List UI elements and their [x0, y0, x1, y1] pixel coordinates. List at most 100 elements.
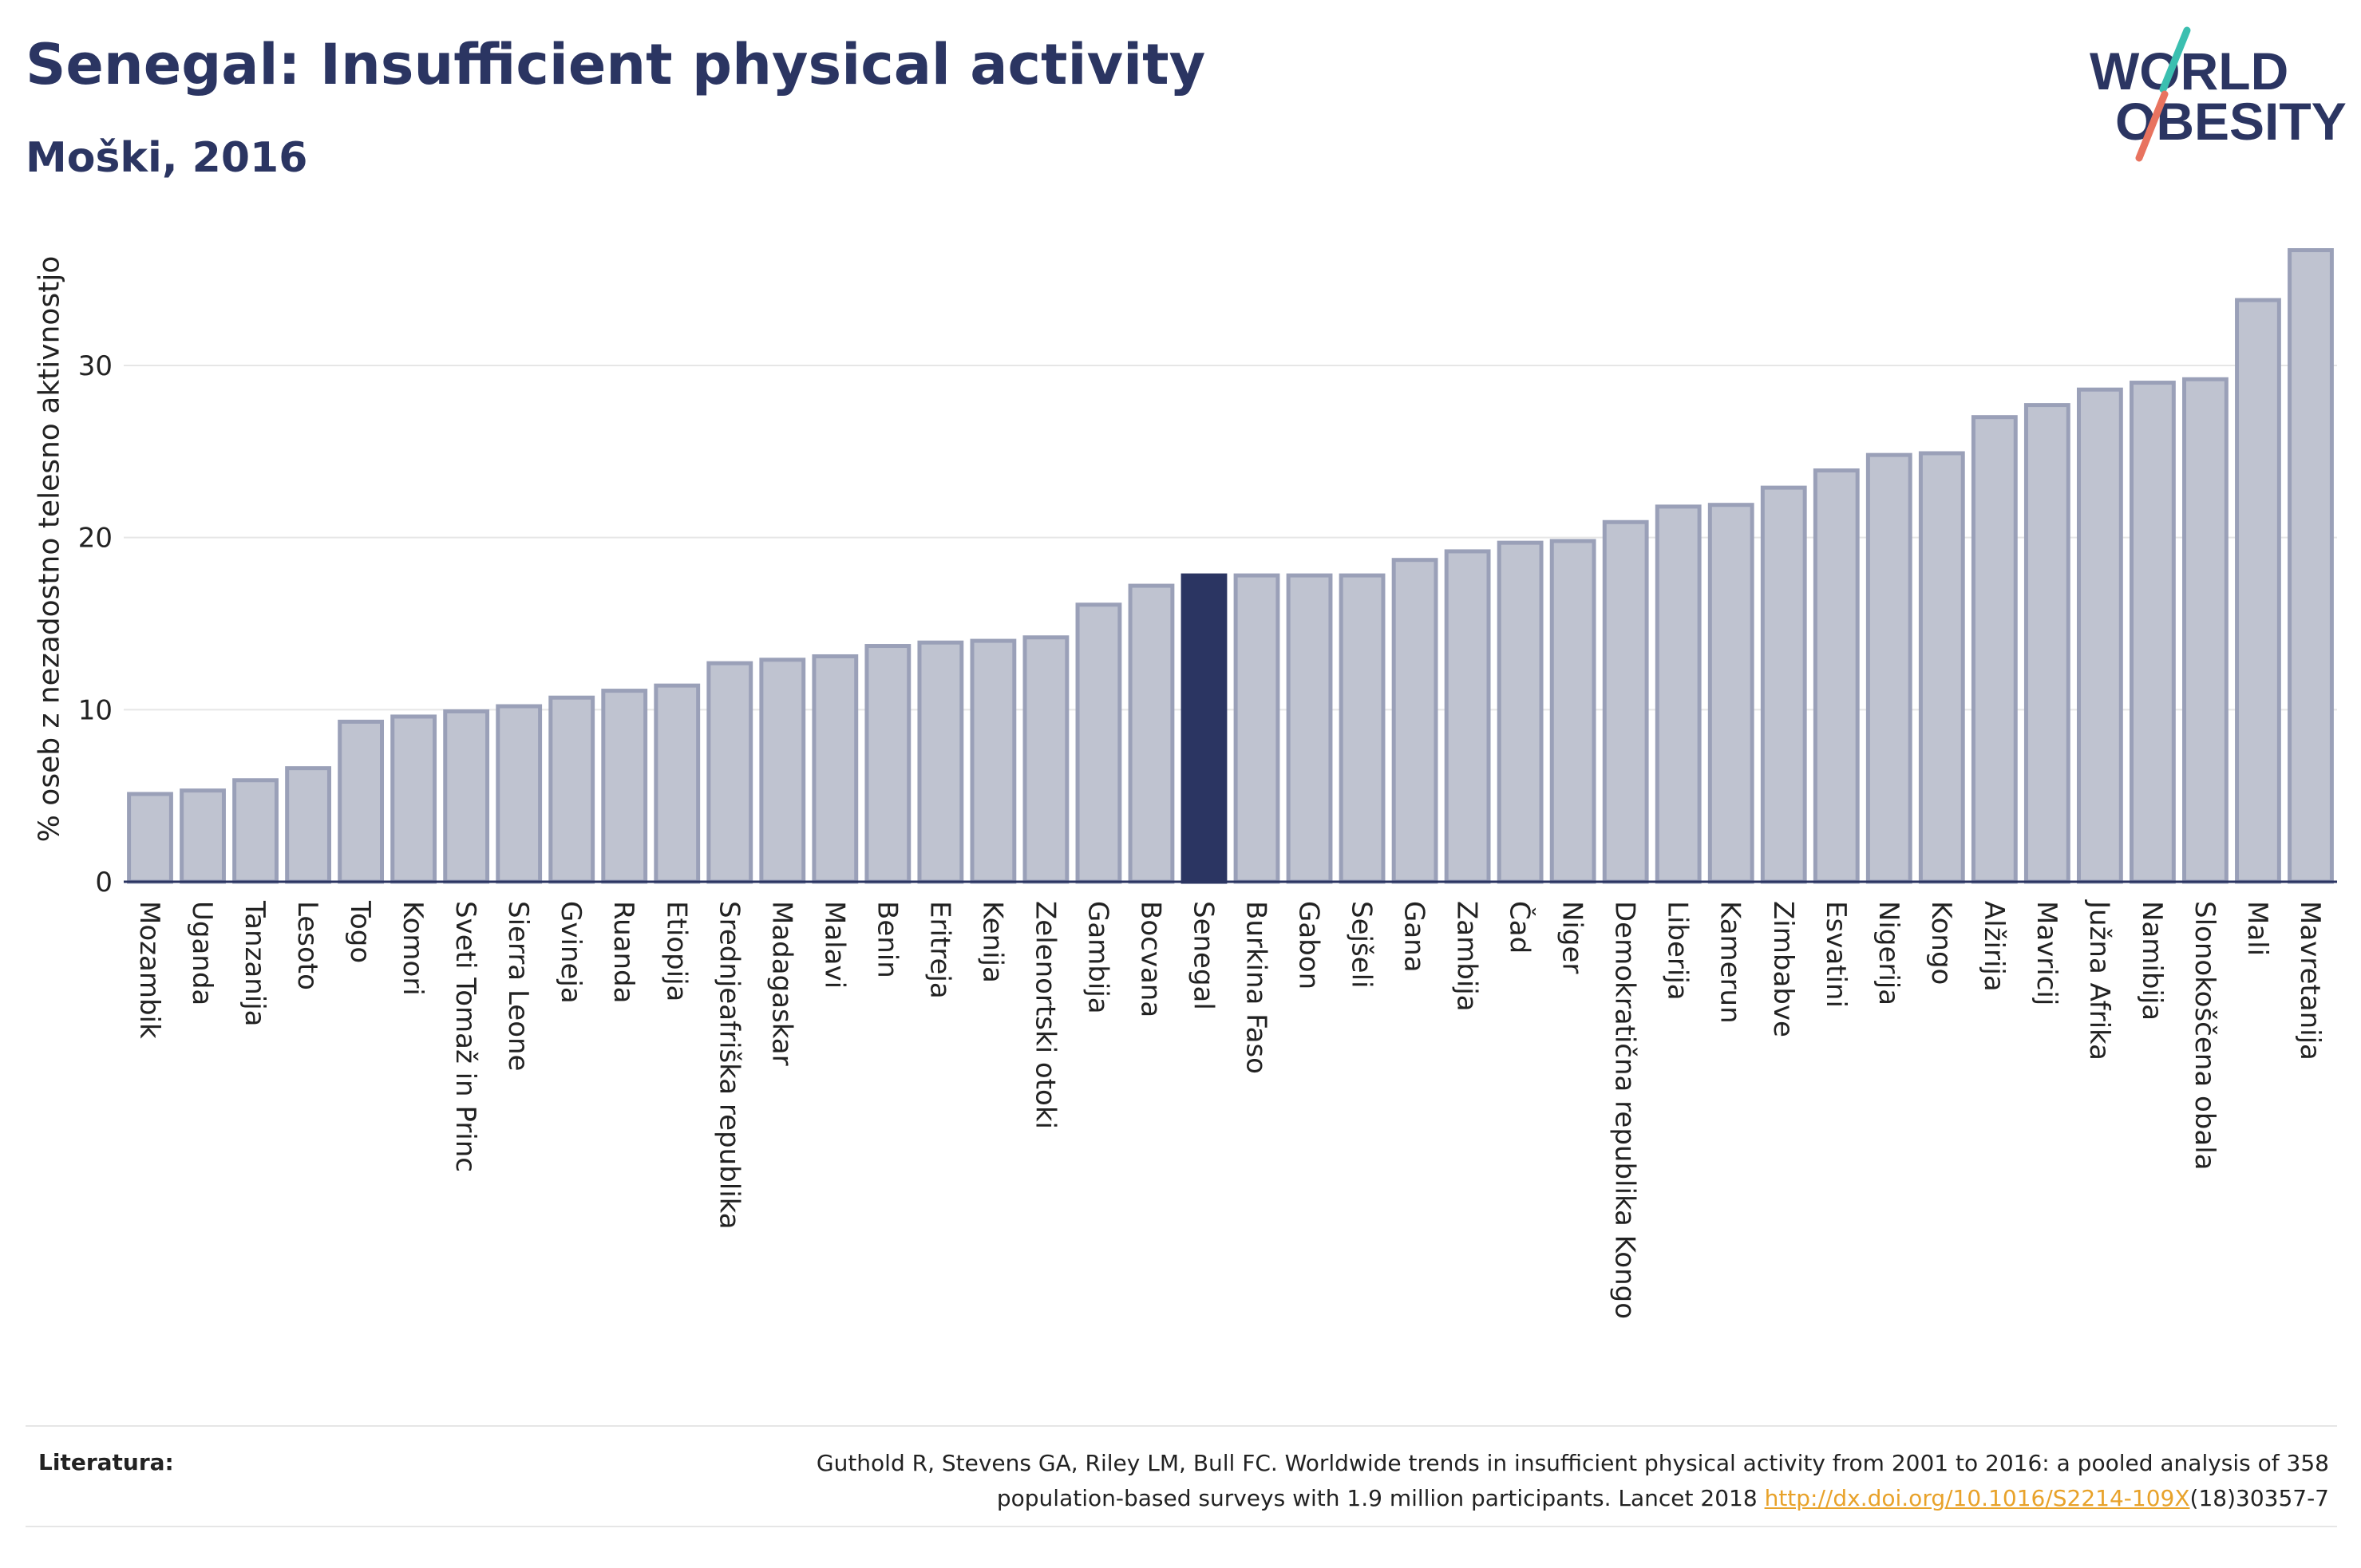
- x-tick-label: Niger: [1556, 901, 1588, 974]
- bar-malavi: [812, 654, 859, 884]
- x-tick-label: Demokratična republika Kongo: [1609, 901, 1641, 1319]
- x-tick-label: Kamerun: [1714, 901, 1746, 1024]
- bar-ruanda: [601, 689, 648, 884]
- footer-divider-bottom: [26, 1526, 2337, 1527]
- bar-kenija: [970, 638, 1017, 884]
- chart-title: Senegal: Insufficient physical activity: [26, 32, 1206, 97]
- bar-niger: [1549, 539, 1596, 884]
- y-tick-label: 0: [95, 867, 113, 899]
- bar-senegal: [1180, 573, 1228, 884]
- x-tick-label: Benin: [871, 901, 903, 978]
- x-tick-label: Slonokoščena obala: [2189, 901, 2221, 1170]
- bar-mavretanija: [2288, 248, 2334, 884]
- bar-mavricij: [2023, 403, 2070, 884]
- x-tick-label: Kongo: [1925, 901, 1957, 985]
- bar-gambija: [1075, 602, 1122, 884]
- x-tick-label: Namibija: [2136, 901, 2168, 1021]
- x-tick-label: Zelenortski otoki: [1029, 901, 1061, 1129]
- bar-gabon: [1286, 573, 1333, 884]
- bar-namibija: [2130, 381, 2176, 884]
- x-tick-label: Burkina Faso: [1240, 901, 1272, 1074]
- bar-chart: 0 10 20 30 Mozambik Uganda Tanzanija Lesoto Tog…: [78, 248, 2337, 1319]
- bar-togo: [338, 719, 385, 884]
- x-tick-label: Sveti Tomaž in Princ: [449, 901, 481, 1172]
- bar-lesoto: [285, 766, 331, 884]
- bar-zimbabve: [1760, 485, 1807, 884]
- y-axis-title: % oseb z nezadostno telesno aktivnostjo: [33, 255, 66, 843]
- x-tick-label: Srednjeafriška republika: [713, 901, 745, 1230]
- logo-text-world: WORLD: [2090, 41, 2288, 101]
- x-tick-label: Gvineja: [555, 901, 587, 1004]
- x-tick-label: Liberija: [1662, 901, 1694, 1001]
- x-tick-label: Malavi: [818, 901, 850, 989]
- bar-sveti-toma-in-princ: [443, 709, 490, 884]
- x-tick-label: Uganda: [186, 901, 218, 1005]
- x-tick-label: Južna Afrika: [2083, 899, 2115, 1060]
- x-tick-label: Esvatini: [1820, 901, 1852, 1008]
- reference-line-1: Guthold R, Stevens GA, Riley LM, Bull FC…: [816, 1450, 2329, 1476]
- reference-line-2: population-based surveys with 1.9 millio…: [996, 1485, 1765, 1511]
- x-tick-label: Togo: [344, 900, 376, 963]
- x-tick-label: Mavricij: [2031, 901, 2062, 1005]
- y-axis-ticks: 0 10 20 30: [78, 350, 113, 899]
- x-tick-label: Lesoto: [291, 901, 323, 990]
- bar-srednjeafri-ka-republika: [706, 661, 753, 884]
- x-tick-label: Sierra Leone: [502, 901, 534, 1071]
- bar-burkina-faso: [1233, 573, 1280, 884]
- bars: [127, 248, 2334, 884]
- bar-mali: [2235, 298, 2281, 884]
- x-tick-label: Tanzanija: [239, 900, 271, 1026]
- bar-slonoko-ena-obala: [2182, 377, 2229, 884]
- y-tick-label: 10: [78, 694, 113, 726]
- x-tick-label: Gambija: [1082, 901, 1113, 1014]
- bar-gana: [1391, 558, 1438, 884]
- bar-esvatini: [1813, 468, 1860, 884]
- x-tick-label: Komori: [397, 901, 429, 996]
- bar-nigerija: [1865, 452, 1912, 884]
- y-tick-label: 30: [78, 350, 113, 382]
- x-tick-label: Gabon: [1293, 901, 1325, 989]
- footer-divider-top: [26, 1425, 2337, 1427]
- x-tick-label: Ruanda: [607, 901, 639, 1003]
- bar-zambija: [1444, 549, 1491, 884]
- x-tick-label: Čad: [1504, 901, 1536, 954]
- bar-etiopija: [654, 683, 701, 884]
- bar-kongo: [1918, 451, 1965, 884]
- bar-zelenortski-otoki: [1022, 635, 1070, 884]
- chart-subtitle: Moški, 2016: [26, 134, 308, 182]
- gridlines: [124, 365, 2337, 711]
- x-tick-label: Zimbabve: [1767, 901, 1799, 1037]
- x-tick-label: Mavretanija: [2294, 901, 2326, 1060]
- bar-uganda: [180, 788, 226, 884]
- reference-doi-link[interactable]: http://dx.doi.org/10.1016/S2214-109X: [1764, 1485, 2190, 1511]
- logo-slash-teal: [2159, 26, 2191, 93]
- reference-line-2-end: (18)30357-7: [2189, 1485, 2329, 1511]
- y-tick-label: 20: [78, 523, 113, 555]
- reference-text: Guthold R, Stevens GA, Riley LM, Bull FC…: [573, 1446, 2329, 1516]
- x-tick-label: Mali: [2241, 901, 2273, 956]
- bar-tanzanija: [232, 778, 279, 884]
- bar-eritreja: [917, 640, 964, 884]
- x-tick-label: Madagaskar: [765, 901, 797, 1066]
- x-tick-label: Kenija: [976, 901, 1008, 983]
- x-axis-labels: Mozambik Uganda Tanzanija Lesoto Togo Komori S…: [133, 899, 2326, 1319]
- x-tick-label: Gana: [1398, 901, 1430, 973]
- bar-al-irija: [1971, 415, 2018, 884]
- x-tick-label: Senegal: [1187, 901, 1219, 1010]
- x-tick-label: Alžirija: [1978, 901, 2010, 992]
- bar-madagaskar: [759, 658, 806, 884]
- x-tick-label: Bocvana: [1134, 901, 1166, 1017]
- logo-slash-coral: [2135, 90, 2169, 162]
- bar--ad: [1497, 540, 1544, 884]
- bar-ju-na-afrika: [2076, 387, 2123, 884]
- x-tick-label: Eritreja: [923, 901, 955, 999]
- bar-kamerun: [1707, 503, 1754, 884]
- bar-benin: [864, 644, 912, 884]
- bar-sej-eli: [1339, 573, 1386, 884]
- x-tick-label: Nigerija: [1873, 901, 1904, 1005]
- bar-bocvana: [1128, 583, 1175, 884]
- bar-demokrati-na-republika-kongo: [1602, 519, 1649, 884]
- x-tick-label: Etiopija: [660, 901, 692, 1001]
- x-tick-label: Sejšeli: [1346, 901, 1378, 988]
- bar-mozambik: [127, 792, 173, 884]
